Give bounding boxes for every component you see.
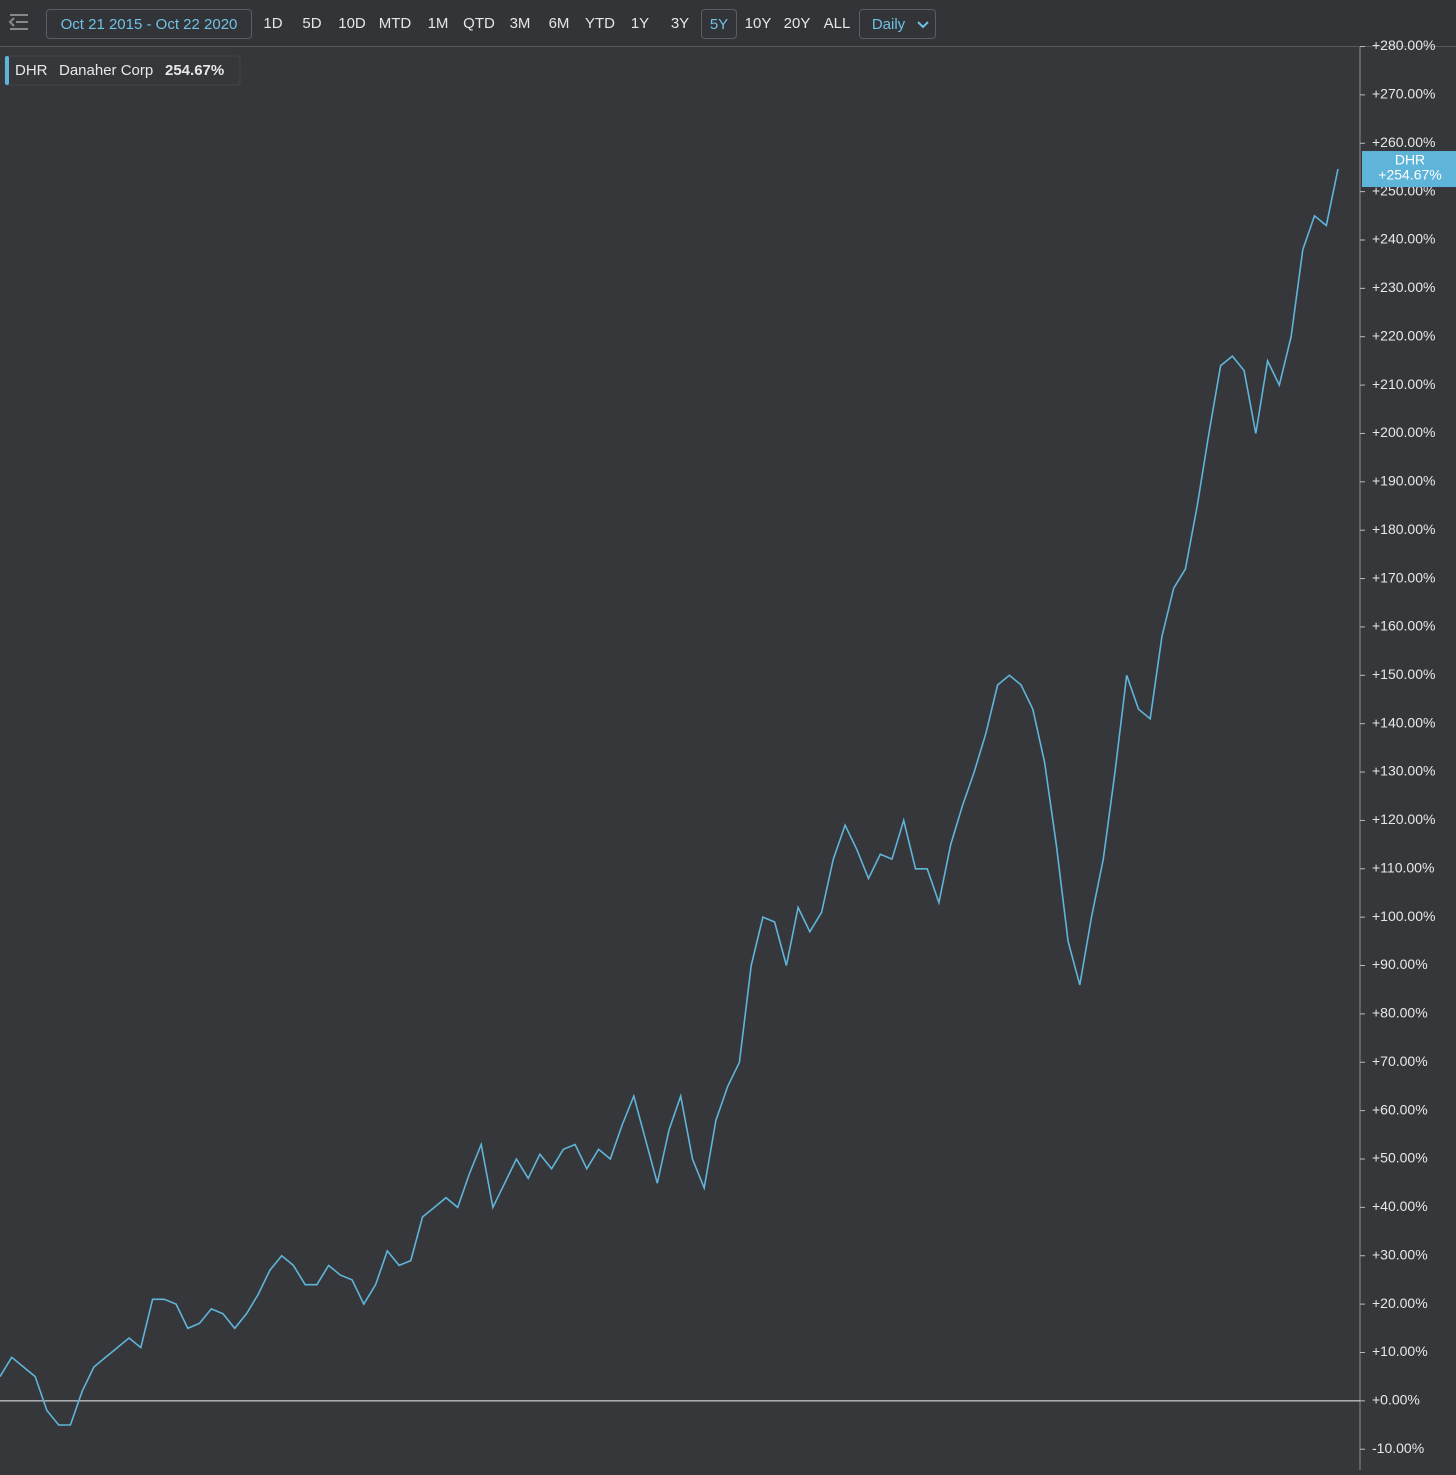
interval-select[interactable]: Daily	[859, 9, 936, 39]
range-button[interactable]: 10Y	[744, 15, 772, 32]
y-tick-label: +90.00%	[1372, 956, 1428, 972]
legend: DHR Danaher Corp 254.67%	[4, 55, 241, 86]
y-tick-label: +110.00%	[1372, 859, 1434, 875]
date-range[interactable]: Oct 21 2015 - Oct 22 2020	[46, 9, 252, 39]
range-button[interactable]: 6M	[548, 15, 570, 32]
range-button[interactable]: 3Y	[670, 15, 690, 32]
y-tick-label: +100.00%	[1372, 908, 1435, 924]
range-button[interactable]: 20Y	[783, 15, 811, 32]
legend-name: Danaher Corp	[59, 62, 153, 79]
range-button[interactable]: 5D	[302, 15, 322, 32]
y-tick-label: +230.00%	[1372, 279, 1435, 295]
y-tick-label: +130.00%	[1372, 763, 1435, 779]
y-tick-label: +190.00%	[1372, 473, 1435, 489]
range-button[interactable]: 3M	[509, 15, 531, 32]
y-tick-label: +160.00%	[1372, 618, 1435, 634]
y-tick-label: +270.00%	[1372, 86, 1435, 102]
y-tick-label: +30.00%	[1372, 1246, 1428, 1262]
price-tag: DHR+254.67%	[1362, 151, 1456, 188]
y-tick-label: +210.00%	[1372, 376, 1435, 392]
price-tag-bg	[1362, 151, 1456, 188]
y-tick-label: +140.00%	[1372, 714, 1435, 730]
price-line	[0, 168, 1339, 1426]
y-tick-label: +220.00%	[1372, 327, 1435, 343]
range-button[interactable]: 5Y	[701, 9, 737, 39]
range-button[interactable]: 1M	[427, 15, 449, 32]
range-button[interactable]: YTD	[585, 15, 615, 32]
range-button[interactable]: 10D	[338, 15, 366, 32]
chevron	[917, 21, 929, 29]
legend-swatch	[5, 56, 9, 85]
menu-icon[interactable]	[4, 0, 34, 46]
y-tick-label: +170.00%	[1372, 569, 1435, 585]
y-tick-label: +20.00%	[1372, 1295, 1428, 1311]
toolbar: Oct 21 2015 - Oct 22 2020 Daily 1D 5D 10D M…	[0, 0, 1456, 47]
y-tick-label: +200.00%	[1372, 424, 1435, 440]
y-tick-label: +70.00%	[1372, 1053, 1428, 1069]
range-button[interactable]: MTD	[378, 15, 412, 32]
legend-symbol: DHR	[15, 62, 48, 79]
y-tick-label: +180.00%	[1372, 521, 1435, 537]
price-tag-symbol: DHR	[1395, 152, 1425, 168]
y-tick-label: +0.00%	[1372, 1392, 1420, 1408]
legend-change: 254.67%	[165, 62, 224, 79]
interval-label: Daily	[871, 16, 906, 33]
y-tick-label: +40.00%	[1372, 1198, 1428, 1214]
y-tick-label: +50.00%	[1372, 1150, 1428, 1166]
range-button[interactable]: QTD	[463, 15, 495, 32]
y-tick-label: +280.00%	[1372, 37, 1435, 53]
y-tick-label: +150.00%	[1372, 666, 1435, 682]
y-tick-label: +80.00%	[1372, 1005, 1428, 1021]
range-button[interactable]: 1D	[263, 15, 283, 32]
range-button[interactable]: 1Y	[630, 15, 650, 32]
y-tick-label: +240.00%	[1372, 231, 1435, 247]
y-tick-label: +10.00%	[1372, 1343, 1428, 1359]
y-tick-label: +60.00%	[1372, 1101, 1428, 1117]
price-tag-value: +254.67%	[1378, 167, 1441, 183]
y-tick-label: +260.00%	[1372, 134, 1435, 150]
range-button[interactable]: ALL	[823, 15, 851, 32]
y-tick-label: +120.00%	[1372, 811, 1435, 827]
y-tick-label: -10.00%	[1372, 1440, 1424, 1456]
